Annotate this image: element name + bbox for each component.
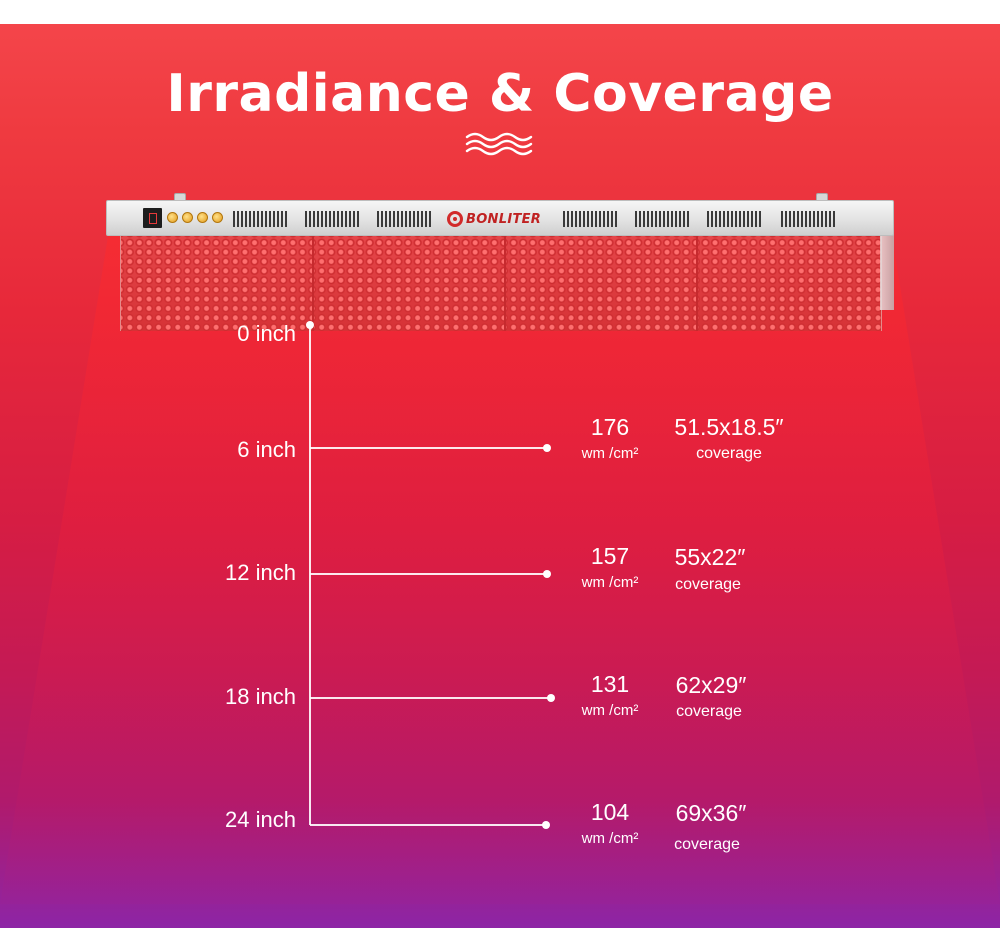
coverage-size: 62x29″ [675,672,747,698]
page-title: Irradiance & Coverage [166,64,834,124]
distance-line [310,573,546,575]
distance-label-0: 0 inch [237,321,296,346]
irradiance-unit: wm /cm² [581,445,639,462]
control-button [212,212,223,223]
cooling-vent [707,211,763,227]
wave-decoration-icon [465,132,533,156]
distance-label-18: 18 inch [225,684,296,709]
irradiance-unit: wm /cm² [581,574,639,591]
led-array-divider [696,235,698,331]
cooling-vent [781,211,837,227]
coverage-label: coverage [696,445,762,462]
coverage-label: coverage [676,703,742,720]
brand-mark-icon [447,211,463,227]
coverage-size: 69x36″ [675,800,747,826]
control-button [182,212,193,223]
irradiance-value: 157 [590,543,630,569]
irradiance-unit: wm /cm² [581,830,639,847]
led-array [120,235,882,331]
cooling-vent [233,211,289,227]
coverage-size: 55x22″ [674,544,746,570]
distance-label-24: 24 inch [225,807,296,832]
infographic-canvas: Irradiance & Coverage BONLITER [0,24,1000,928]
panel-side-edge [880,230,894,310]
cooling-vent [563,211,619,227]
distance-line [310,447,546,449]
control-buttons [167,212,223,223]
distance-axis [309,325,311,825]
led-array-divider [504,235,506,331]
light-panel-frame: BONLITER [106,200,894,236]
cooling-vent [377,211,433,227]
irradiance-value: 176 [590,414,630,440]
distance-line-end-dot [542,821,550,829]
brand-logo: BONLITER [447,209,541,229]
distance-label-6: 6 inch [237,437,296,462]
light-beam [0,224,1000,904]
distance-line [310,697,550,699]
distance-line [310,824,546,826]
brand-name: BONLITER [466,211,542,227]
distance-line-end-dot [547,694,555,702]
coverage-size: 51.5x18.5″ [674,414,784,440]
led-array-divider [312,235,314,331]
control-button [197,212,208,223]
axis-origin-dot [306,321,314,329]
irradiance-unit: wm /cm² [581,702,639,719]
cooling-vent [305,211,361,227]
control-button [167,212,178,223]
distance-label-12: 12 inch [225,560,296,585]
coverage-label: coverage [674,836,740,853]
irradiance-value: 104 [590,799,630,825]
distance-line-end-dot [543,570,551,578]
cooling-vent [635,211,691,227]
irradiance-value: 131 [590,671,630,697]
distance-line-end-dot [543,444,551,452]
coverage-label: coverage [675,576,741,593]
digital-display [143,208,162,228]
